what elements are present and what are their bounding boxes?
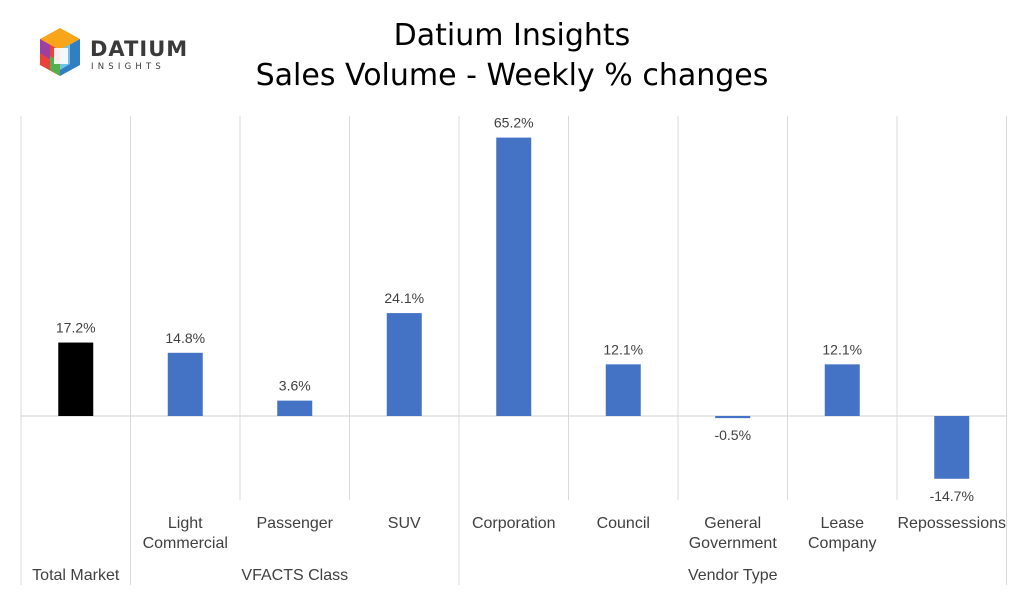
bar bbox=[277, 400, 313, 416]
chart-title: Datium Insights bbox=[394, 18, 631, 53]
logo-subtitle: INSIGHTS bbox=[91, 62, 165, 72]
bar bbox=[167, 352, 203, 416]
bar bbox=[605, 364, 641, 416]
chart-subtitle: Sales Volume - Weekly % changes bbox=[256, 58, 769, 93]
data-label: 12.1% bbox=[603, 341, 643, 357]
bar bbox=[824, 364, 860, 416]
data-label: 65.2% bbox=[494, 115, 534, 131]
category-label: Corporation bbox=[472, 515, 556, 532]
group-label: Vendor Type bbox=[688, 567, 778, 584]
bar bbox=[496, 137, 532, 416]
bar bbox=[934, 416, 970, 479]
data-label: 3.6% bbox=[279, 378, 311, 394]
data-label: 17.2% bbox=[56, 320, 96, 336]
data-label: -0.5% bbox=[714, 427, 751, 443]
data-label: 12.1% bbox=[822, 341, 862, 357]
datium-cube-icon bbox=[40, 28, 80, 76]
category-label: Lease Company bbox=[808, 515, 876, 552]
plot-area: 17.2% 14.8% 3.6% 24.1% 65.2% 12.1% -0.5% 12.1% -… bbox=[20, 115, 1007, 585]
group-label: VFACTS Class bbox=[241, 567, 348, 584]
category-label: Light Commercial bbox=[143, 515, 228, 552]
category-label: Passenger bbox=[257, 515, 334, 532]
category-label: General Government bbox=[689, 515, 778, 552]
category-label: Council bbox=[597, 515, 650, 532]
bar bbox=[715, 416, 751, 419]
data-label: 24.1% bbox=[384, 290, 424, 306]
category-label: Repossessions bbox=[898, 515, 1007, 532]
bar bbox=[58, 342, 94, 416]
data-label: -14.7% bbox=[930, 488, 974, 504]
group-label: Total Market bbox=[32, 567, 120, 584]
bar bbox=[386, 313, 422, 416]
logo-wordmark: DATIUM bbox=[90, 37, 189, 61]
datium-logo: DATIUM INSIGHTS bbox=[38, 26, 188, 82]
category-label: SUV bbox=[388, 515, 421, 532]
data-label: 14.8% bbox=[165, 330, 205, 346]
